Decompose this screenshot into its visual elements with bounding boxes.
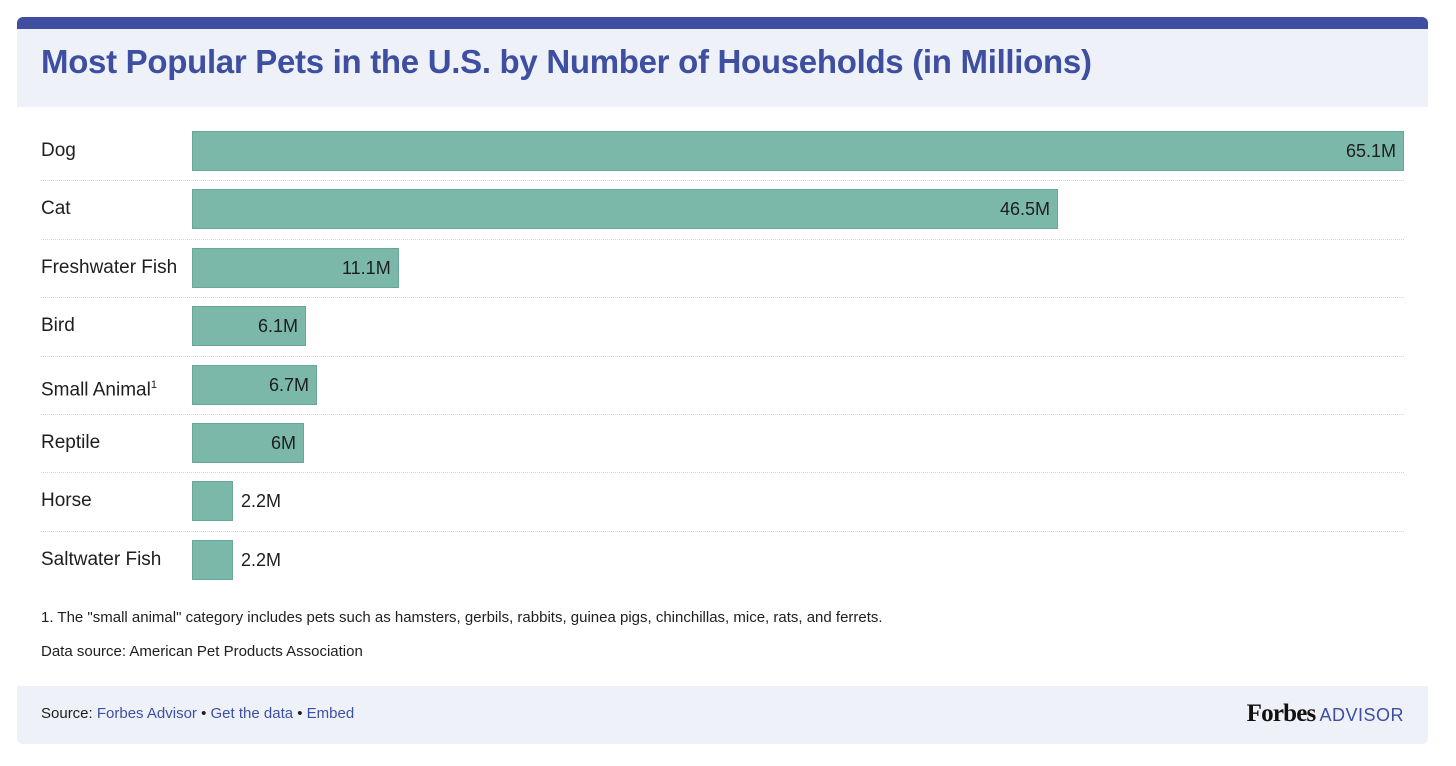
bar (192, 306, 306, 347)
logo-suffix: ADVISOR (1319, 705, 1404, 725)
bar-value-label: 6M (271, 433, 297, 453)
row-separator (41, 297, 1404, 299)
category-label: Saltwater Fish (41, 549, 161, 571)
bar-chart: Dog 65.1M Cat 46.5M Freshwater Fish 11.1M Bird… (0, 122, 1456, 590)
category-label: Horse (41, 490, 92, 512)
forbes-advisor-link[interactable]: Forbes Advisor (96, 705, 197, 722)
bar (192, 364, 317, 405)
category-label: Dog (41, 140, 76, 162)
category-label: Freshwater Fish (41, 257, 177, 279)
category-label-text: Dog (41, 140, 76, 161)
category-label: Reptile (41, 432, 100, 454)
bar (192, 131, 1404, 171)
bar-value-label: 46.5M (1000, 199, 1051, 220)
footnote: 1. The "small animal" category includes … (41, 609, 883, 626)
bar (192, 247, 399, 288)
data-source-note: Data source: American Pet Products Assoc… (41, 643, 363, 660)
bar (192, 481, 233, 522)
source-line: Source: Forbes Advisor • Get the data • … (41, 705, 354, 722)
forbes-advisor-logo: Forbes ADVISOR (1247, 700, 1404, 728)
category-label-text: Bird (41, 315, 75, 337)
row-separator (41, 180, 1404, 182)
bar-value-label: 2.2M (241, 549, 282, 570)
category-label: Cat (41, 198, 71, 220)
row-separator (41, 530, 1404, 532)
row-separator (41, 414, 1404, 415)
category-label: Small Animal1 (41, 374, 157, 401)
get-the-data-link[interactable]: Get the data (210, 705, 294, 722)
bar (192, 423, 304, 463)
chart-footer: Source: Forbes Advisor • Get the data • … (17, 686, 1428, 744)
category-label: Bird (41, 315, 75, 337)
separator: • (293, 705, 307, 722)
bar-value-label: 6.1M (258, 316, 299, 337)
row-separator (41, 472, 1404, 474)
embed-link[interactable]: Embed (306, 705, 355, 722)
chart-title: Most Popular Pets in the U.S. by Number … (41, 43, 1092, 80)
bar-value-label: 2.2M (241, 491, 282, 512)
category-label-text: Freshwater Fish (41, 256, 178, 278)
category-label-text: Cat (41, 198, 71, 220)
footnote-marker: 1 (150, 378, 157, 391)
category-label-text: Horse (41, 490, 92, 512)
separator: • (196, 705, 211, 722)
row-separator (41, 238, 1404, 240)
category-label-text: Saltwater Fish (41, 548, 162, 570)
bar-value-label: 6.7M (269, 374, 310, 395)
bar (192, 539, 233, 580)
category-label-text: Small Animal (41, 378, 151, 400)
chart-header: Most Popular Pets in the U.S. by Number … (17, 29, 1428, 107)
row-separator (41, 355, 1404, 357)
bar-value-label: 11.1M (342, 257, 391, 278)
bar (192, 189, 1058, 230)
bar-value-label: 65.1M (1346, 141, 1397, 161)
category-label-text: Reptile (41, 432, 101, 453)
source-label: Source: (41, 705, 97, 722)
logo-wordmark: Forbes (1246, 700, 1317, 727)
header-accent-bar (17, 17, 1428, 29)
